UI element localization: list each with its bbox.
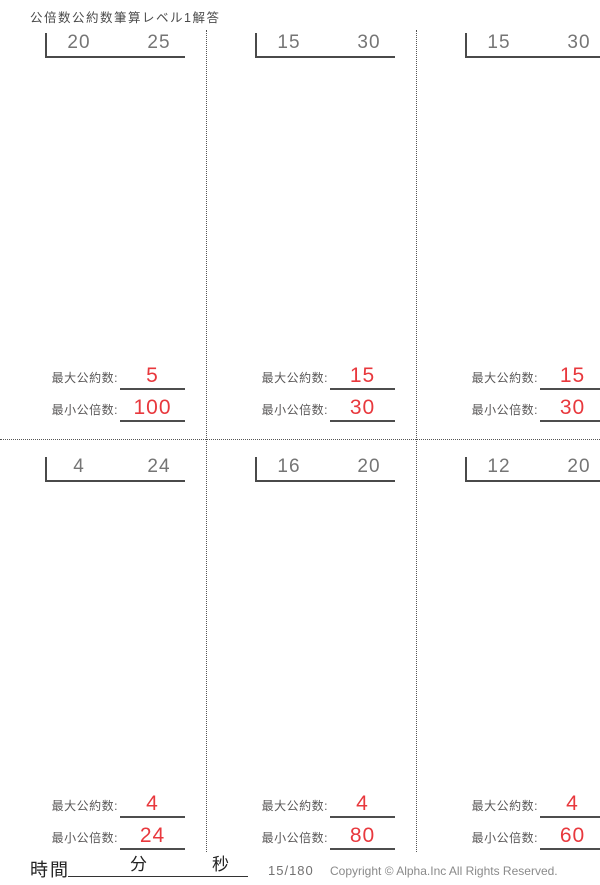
- lcm-answer: 100: [120, 396, 185, 422]
- gcd-row: 最大公約数: 5: [0, 358, 210, 390]
- problem-cell: 16 20 最大公約数: 4 最小公倍数: 80: [210, 452, 420, 852]
- lcm-label: 最小公倍数:: [471, 831, 538, 845]
- gcd-label: 最大公約数:: [471, 371, 538, 385]
- problem-cell: 20 25 最大公約数: 5 最小公倍数: 100: [0, 28, 210, 439]
- gcd-row: 最大公約数: 4: [210, 786, 420, 818]
- time-underline: 分 秒: [68, 855, 248, 877]
- problem-cell: 15 30 最大公約数: 15 最小公倍数: 30: [420, 28, 600, 439]
- page-number: 15/180: [268, 863, 314, 878]
- lcm-row: 最小公倍数: 24: [0, 818, 210, 850]
- answers-block: 最大公約数: 4 最小公倍数: 80: [210, 786, 420, 850]
- lcm-answer: 30: [540, 396, 600, 422]
- lcm-label: 最小公倍数:: [51, 831, 118, 845]
- gcd-label: 最大公約数:: [471, 799, 538, 813]
- answers-block: 最大公約数: 15 最小公倍数: 30: [210, 358, 420, 422]
- lcm-label: 最小公倍数:: [261, 831, 328, 845]
- footer: 時間 分 秒 15/180 Copyright © Alpha.Inc All …: [0, 855, 600, 885]
- problem-number-right: 20: [567, 456, 591, 477]
- lcm-answer: 24: [120, 824, 185, 850]
- copyright-text: Copyright © Alpha.Inc All Rights Reserve…: [330, 864, 558, 878]
- gcd-label: 最大公約数:: [51, 371, 118, 385]
- problem-number-left: 20: [67, 32, 91, 53]
- problem-cell: 12 20 最大公約数: 4 最小公倍数: 60: [420, 452, 600, 852]
- problem-number-left: 4: [73, 456, 85, 477]
- gcd-answer: 4: [330, 792, 395, 818]
- lcm-label: 最小公倍数:: [471, 403, 538, 417]
- time-label: 時間: [30, 860, 70, 880]
- lcm-row: 最小公倍数: 100: [0, 390, 210, 422]
- gcd-answer: 15: [540, 364, 600, 390]
- problem-number-left: 12: [487, 456, 511, 477]
- gcd-label: 最大公約数:: [261, 371, 328, 385]
- gcd-row: 最大公約数: 4: [420, 786, 600, 818]
- lcm-label: 最小公倍数:: [51, 403, 118, 417]
- gcd-row: 最大公約数: 15: [420, 358, 600, 390]
- vertical-divider: [416, 30, 417, 852]
- lcm-row: 最小公倍数: 60: [420, 818, 600, 850]
- lcm-answer: 80: [330, 824, 395, 850]
- seconds-label: 秒: [212, 855, 229, 874]
- gcd-label: 最大公約数:: [261, 799, 328, 813]
- vertical-divider: [206, 30, 207, 852]
- gcd-answer: 15: [330, 364, 395, 390]
- problem-cell: 15 30 最大公約数: 15 最小公倍数: 30: [210, 28, 420, 439]
- problem-number-right: 30: [567, 32, 591, 53]
- problem-number-left: 15: [277, 32, 301, 53]
- lcm-row: 最小公倍数: 30: [210, 390, 420, 422]
- lcm-label: 最小公倍数:: [261, 403, 328, 417]
- lcm-row: 最小公倍数: 80: [210, 818, 420, 850]
- problem-cell: 4 24 最大公約数: 4 最小公倍数: 24: [0, 452, 210, 852]
- answers-block: 最大公約数: 5 最小公倍数: 100: [0, 358, 210, 422]
- division-bracket: 16 20: [255, 456, 395, 482]
- problem-number-left: 15: [487, 32, 511, 53]
- gcd-answer: 4: [540, 792, 600, 818]
- gcd-label: 最大公約数:: [51, 799, 118, 813]
- answers-block: 最大公約数: 15 最小公倍数: 30: [420, 358, 600, 422]
- problem-number-right: 24: [147, 456, 171, 477]
- answers-block: 最大公約数: 4 最小公倍数: 60: [420, 786, 600, 850]
- problem-number-left: 16: [277, 456, 301, 477]
- division-bracket: 12 20: [465, 456, 600, 482]
- horizontal-divider: [0, 439, 600, 440]
- division-bracket: 20 25: [45, 32, 185, 58]
- answers-block: 最大公約数: 4 最小公倍数: 24: [0, 786, 210, 850]
- lcm-answer: 60: [540, 824, 600, 850]
- problem-number-right: 25: [147, 32, 171, 53]
- minutes-label: 分: [130, 855, 147, 874]
- gcd-answer: 5: [120, 364, 185, 390]
- worksheet-title: 公倍数公約数筆算レベル1解答: [30, 11, 221, 25]
- division-bracket: 15 30: [465, 32, 600, 58]
- problem-number-right: 30: [357, 32, 381, 53]
- division-bracket: 4 24: [45, 456, 185, 482]
- problem-number-right: 20: [357, 456, 381, 477]
- division-bracket: 15 30: [255, 32, 395, 58]
- gcd-answer: 4: [120, 792, 185, 818]
- gcd-row: 最大公約数: 4: [0, 786, 210, 818]
- lcm-row: 最小公倍数: 30: [420, 390, 600, 422]
- lcm-answer: 30: [330, 396, 395, 422]
- gcd-row: 最大公約数: 15: [210, 358, 420, 390]
